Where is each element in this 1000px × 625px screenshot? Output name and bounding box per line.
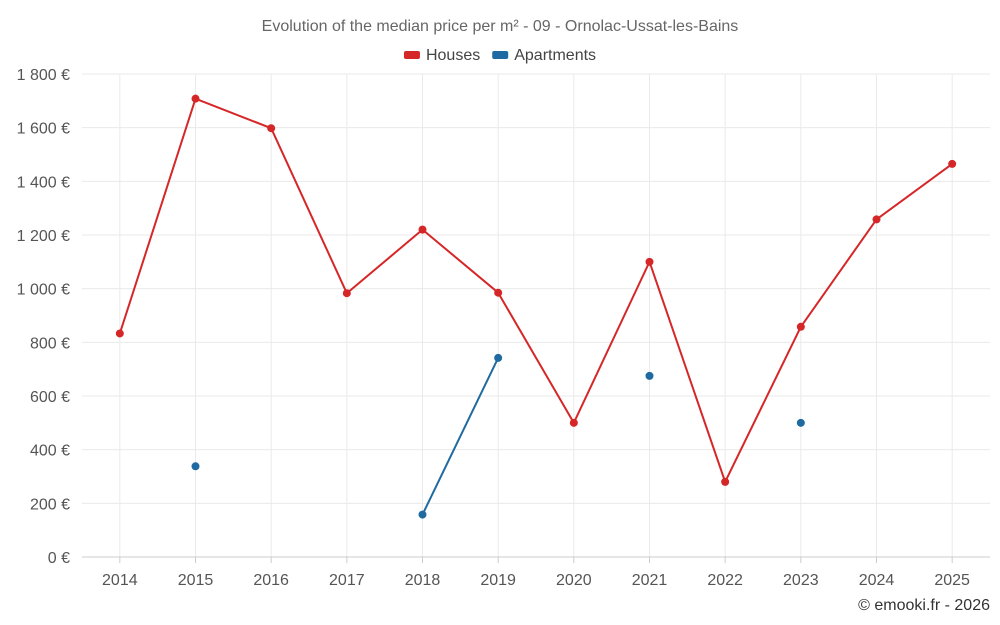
series-layer [115, 94, 957, 519]
y-tick-label: 1 200 € [17, 228, 70, 245]
x-tick-label: 2019 [480, 572, 516, 589]
data-point-houses[interactable] [115, 329, 124, 338]
data-point-houses[interactable] [191, 94, 200, 103]
y-tick-label: 800 € [30, 335, 70, 352]
y-tick-label: 1 800 € [17, 67, 70, 84]
x-tick-label: 2022 [707, 572, 743, 589]
legend-label: Houses [426, 47, 480, 64]
credit-text: © emooki.fr - 2026 [858, 597, 990, 614]
legend-label: Apartments [514, 47, 596, 64]
data-point-houses[interactable] [872, 215, 881, 224]
y-tick-label: 1 000 € [17, 282, 70, 299]
data-point-houses[interactable] [342, 289, 351, 298]
data-point-houses[interactable] [948, 159, 957, 168]
data-point-houses[interactable] [645, 257, 654, 266]
y-tick-label: 600 € [30, 389, 70, 406]
data-point-houses[interactable] [569, 418, 578, 427]
legend-item-apartments[interactable]: Apartments [492, 47, 596, 64]
x-axis-ticks: 2014 2015 2016 2017 2018 2019 2020 2021 2022 2023… [102, 557, 970, 589]
data-point-houses[interactable] [796, 322, 805, 331]
y-tick-label: 400 € [30, 443, 70, 460]
x-tick-label: 2024 [859, 572, 895, 589]
x-tick-label: 2017 [329, 572, 365, 589]
legend: Houses Apartments [403, 47, 596, 64]
data-point-apartments[interactable] [418, 510, 427, 519]
y-tick-label: 1 400 € [17, 174, 70, 191]
data-point-apartments[interactable] [645, 371, 654, 380]
series-line-apartments [421, 357, 500, 516]
x-tick-label: 2025 [934, 572, 970, 589]
legend-swatch [492, 51, 509, 59]
data-point-apartments[interactable] [191, 462, 200, 471]
series-apartments [191, 353, 805, 519]
data-point-houses[interactable] [721, 477, 730, 486]
y-axis-ticks: 0 € 200 € 400 € 600 € 800 € 1 000 € 1 200 € 1 4… [17, 67, 70, 567]
x-tick-label: 2015 [178, 572, 214, 589]
x-gridlines [119, 74, 953, 557]
x-tick-label: 2023 [783, 572, 819, 589]
data-point-houses[interactable] [494, 288, 503, 297]
x-tick-label: 2014 [102, 572, 138, 589]
y-tick-label: 0 € [48, 550, 70, 567]
series-houses [115, 94, 957, 486]
data-point-apartments[interactable] [796, 418, 805, 427]
x-tick-label: 2016 [253, 572, 289, 589]
legend-swatch [403, 51, 420, 59]
legend-item-houses[interactable]: Houses [403, 47, 480, 64]
series-line-houses [118, 97, 953, 483]
chart-title: Evolution of the median price per m² - 0… [262, 18, 739, 35]
data-point-houses[interactable] [267, 124, 276, 133]
data-point-apartments[interactable] [494, 353, 503, 362]
data-point-houses[interactable] [418, 225, 427, 234]
x-tick-label: 2021 [632, 572, 668, 589]
y-tick-label: 1 600 € [17, 121, 70, 138]
y-gridlines [82, 73, 990, 504]
y-tick-label: 200 € [30, 496, 70, 513]
x-tick-label: 2020 [556, 572, 592, 589]
x-tick-label: 2018 [405, 572, 441, 589]
